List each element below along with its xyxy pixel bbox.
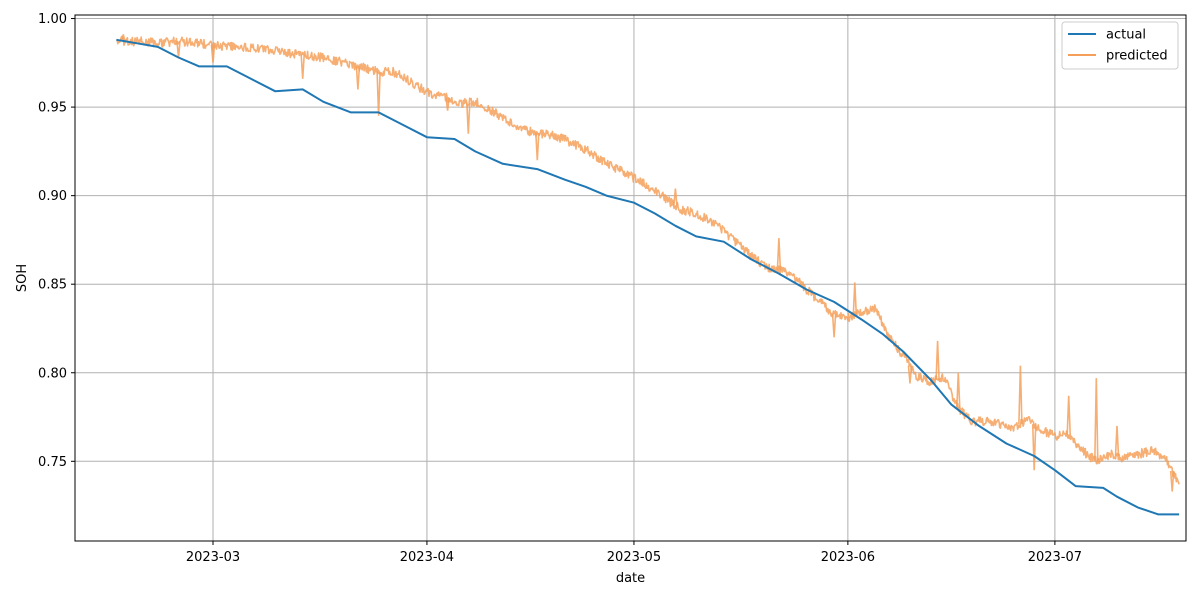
series-predicted-spike (907, 365, 913, 384)
y-tick-label: 0.90 (38, 189, 67, 204)
series-predicted-spike (376, 71, 381, 116)
series-predicted-spike (831, 314, 837, 338)
y-tick-label: 0.80 (38, 366, 67, 381)
legend-label-actual: actual (1106, 28, 1146, 43)
series-predicted-spike (776, 238, 782, 271)
series-predicted-spike (300, 54, 305, 79)
y-tick-label: 0.75 (38, 455, 67, 470)
series-predicted-spike (1169, 470, 1175, 492)
x-tick-label: 2023-06 (821, 550, 875, 565)
plot-frame (74, 14, 1187, 542)
series-predicted-spike (121, 34, 126, 41)
series-predicted-spike (673, 188, 678, 206)
series-predicted-spike (852, 282, 858, 316)
x-tick-label: 2023-05 (607, 550, 661, 565)
series-predicted-spike (1031, 424, 1037, 471)
series-predicted-spike (1066, 395, 1071, 435)
series-predicted-spike (445, 98, 450, 111)
y-tick-label: 1.00 (38, 12, 67, 27)
series-predicted-spike (1114, 425, 1120, 457)
legend-label-predicted: predicted (1106, 49, 1168, 64)
x-tick-label: 2023-07 (1028, 550, 1082, 565)
legend: actual predicted (1061, 21, 1179, 70)
x-axis-label: date (616, 571, 645, 586)
x-tick-label: 2023-04 (400, 550, 454, 565)
series-predicted-spike (935, 340, 940, 380)
y-tick-label: 0.95 (38, 101, 67, 116)
series-predicted-spike (210, 45, 216, 63)
x-tick-label: 2023-03 (186, 550, 240, 565)
series-predicted-spike (535, 132, 540, 161)
series-predicted-spike (355, 66, 361, 90)
series-predicted-spike (466, 102, 471, 134)
grid-lines (75, 15, 1186, 541)
series-actual-line (116, 38, 1180, 516)
y-tick-label: 0.85 (38, 278, 67, 293)
y-axis-label: SOH (15, 264, 30, 292)
series-predicted-line (116, 35, 1180, 485)
series-predicted-spike (1094, 378, 1099, 462)
axis-ticks: 2023-03 2023-04 2023-05 2023-06 2023-07 0.75 0… (38, 12, 1082, 565)
series-predicted-spike (1018, 365, 1023, 425)
series-predicted-spike (956, 372, 961, 409)
series-lines (116, 34, 1180, 516)
